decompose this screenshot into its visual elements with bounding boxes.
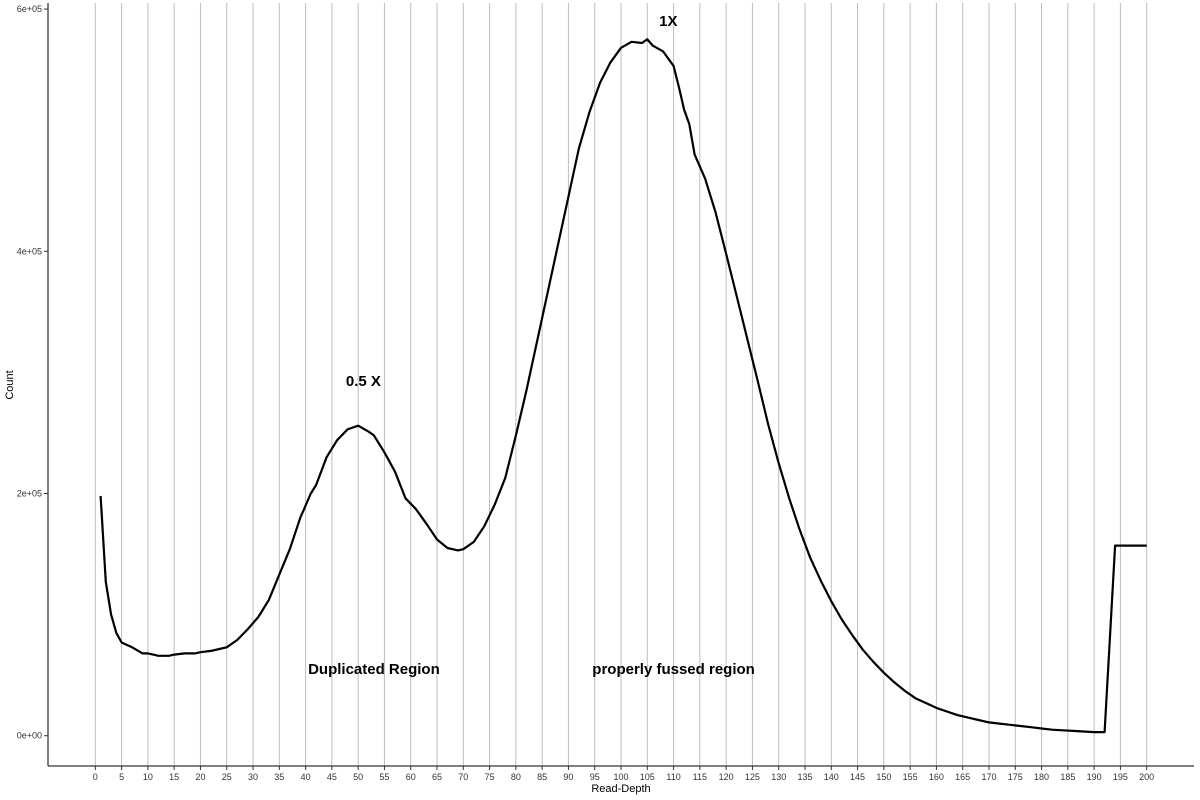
x-tick-label: 125 — [745, 772, 760, 782]
x-tick-label: 165 — [955, 772, 970, 782]
x-tick-label: 60 — [406, 772, 416, 782]
x-tick-label: 75 — [485, 772, 495, 782]
x-axis-title: Read-Depth — [591, 783, 650, 795]
x-axis-ticks: 0 5 10 15 20 25 30 35 40 45 50 55 60 65 70 75 80 85 90 95 10… — [93, 766, 1154, 782]
annotation-label: properly fussed region — [592, 661, 755, 678]
gridlines — [94, 3, 1148, 766]
y-tick-label: 2e+05 — [17, 489, 42, 499]
x-tick-label: 80 — [511, 772, 521, 782]
x-tick-label: 180 — [1034, 772, 1049, 782]
y-axis-ticks: 0e+00 2e+05 4e+05 6e+05 — [17, 4, 48, 741]
x-tick-label: 40 — [301, 772, 311, 782]
annotation-label: 0.5 X — [346, 373, 381, 390]
series-line — [99, 38, 1147, 734]
x-tick-label: 5 — [119, 772, 124, 782]
x-tick-label: 100 — [613, 772, 628, 782]
x-tick-label: 190 — [1087, 772, 1102, 782]
x-tick-label: 20 — [195, 772, 205, 782]
x-tick-label: 35 — [274, 772, 284, 782]
x-tick-label: 10 — [143, 772, 153, 782]
x-tick-label: 105 — [640, 772, 655, 782]
y-tick-label: 4e+05 — [17, 246, 42, 256]
x-tick-label: 195 — [1113, 772, 1128, 782]
x-tick-label: 90 — [563, 772, 573, 782]
x-tick-label: 85 — [537, 772, 547, 782]
x-tick-label: 185 — [1060, 772, 1075, 782]
x-tick-label: 95 — [590, 772, 600, 782]
x-tick-label: 115 — [693, 772, 707, 782]
x-tick-label: 155 — [903, 772, 918, 782]
x-tick-label: 55 — [379, 772, 389, 782]
x-tick-label: 65 — [432, 772, 442, 782]
x-tick-label: 45 — [327, 772, 337, 782]
x-tick-label: 140 — [824, 772, 839, 782]
annotations: 1X 0.5 X Duplicated Region properly fussed … — [308, 13, 755, 678]
x-tick-label: 110 — [666, 772, 680, 782]
x-tick-label: 170 — [981, 772, 996, 782]
y-tick-label: 0e+00 — [17, 731, 42, 741]
x-tick-label: 130 — [771, 772, 786, 782]
y-tick-label: 6e+05 — [17, 4, 42, 14]
x-tick-label: 200 — [1139, 772, 1154, 782]
x-tick-label: 70 — [458, 772, 468, 782]
annotation-label: 1X — [659, 13, 677, 30]
x-tick-label: 25 — [222, 772, 232, 782]
x-tick-label: 120 — [719, 772, 734, 782]
x-tick-label: 160 — [929, 772, 944, 782]
x-tick-label: 145 — [850, 772, 865, 782]
x-tick-label: 30 — [248, 772, 258, 782]
x-tick-label: 0 — [93, 772, 98, 782]
x-tick-label: 175 — [1008, 772, 1023, 782]
x-tick-label: 50 — [353, 772, 363, 782]
annotation-label: Duplicated Region — [308, 661, 440, 678]
x-tick-label: 135 — [797, 772, 812, 782]
x-tick-label: 15 — [169, 772, 179, 782]
x-tick-label: 150 — [876, 772, 891, 782]
y-axis-title: Count — [4, 370, 16, 399]
